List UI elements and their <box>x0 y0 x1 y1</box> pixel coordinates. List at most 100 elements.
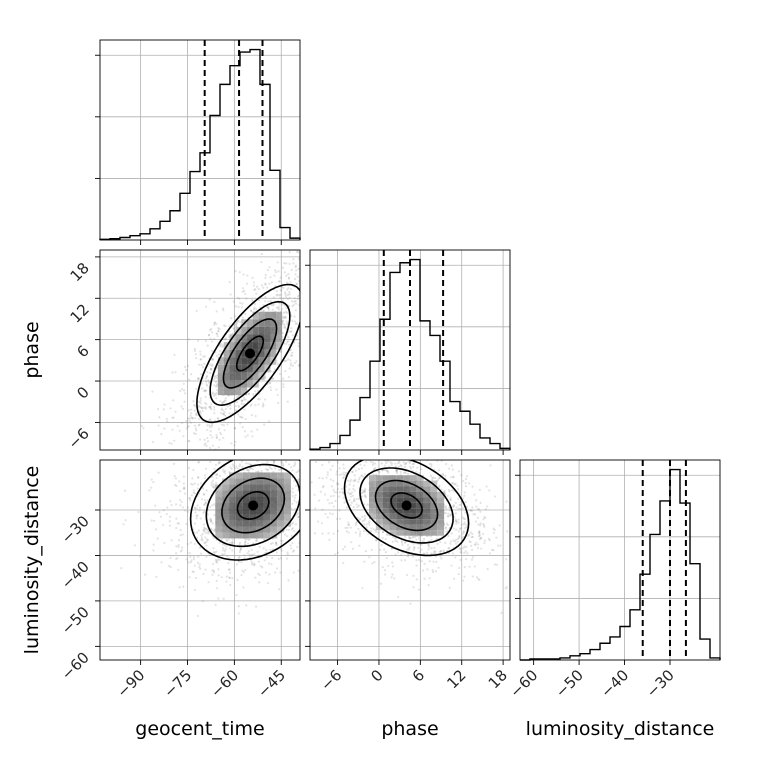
sample-point <box>142 427 145 430</box>
sample-point <box>255 292 258 295</box>
density-cell <box>217 357 224 365</box>
sample-point <box>205 374 209 378</box>
sample-point <box>395 469 398 472</box>
sample-point <box>258 545 261 549</box>
sample-point <box>334 499 337 503</box>
sample-point <box>244 543 247 546</box>
sample-point <box>296 545 299 549</box>
sample-point <box>189 421 193 424</box>
sample-point <box>307 533 309 535</box>
sample-point <box>248 467 252 470</box>
sample-point <box>285 327 288 330</box>
sample-point <box>462 531 465 534</box>
sample-point <box>350 491 354 494</box>
sample-point <box>257 287 260 290</box>
sample-point <box>445 522 449 525</box>
sample-point <box>303 308 305 310</box>
sample-point <box>264 571 268 574</box>
sample-point <box>270 281 274 284</box>
sample-point <box>280 542 283 545</box>
sample-point <box>181 506 185 509</box>
sample-point <box>195 517 198 520</box>
sample-point <box>345 530 348 533</box>
sample-point <box>386 534 389 537</box>
sample-point <box>453 540 456 543</box>
sample-point <box>199 452 201 454</box>
sample-point <box>297 456 299 458</box>
sample-point <box>412 535 416 538</box>
density-cell <box>430 497 438 503</box>
sample-point <box>172 452 174 454</box>
sample-point <box>337 482 340 486</box>
sample-point <box>269 388 273 392</box>
sample-point <box>198 410 202 413</box>
sample-point <box>350 501 353 504</box>
density-cell <box>263 508 271 515</box>
density-cell <box>229 490 236 497</box>
sample-point <box>449 540 452 543</box>
density-cell <box>252 364 259 373</box>
sample-point <box>201 409 204 413</box>
sample-point <box>406 555 410 558</box>
sample-point <box>459 527 462 530</box>
y-axis-label-phase: phase <box>21 321 43 378</box>
sample-point <box>222 409 225 412</box>
sample-point <box>251 317 254 320</box>
sample-point <box>363 519 366 522</box>
sample-point <box>264 283 267 286</box>
sample-point <box>364 460 368 463</box>
sample-point <box>390 463 393 466</box>
sample-point <box>412 545 416 549</box>
density-cell <box>223 349 230 358</box>
density-cell <box>215 508 223 515</box>
density-cell <box>382 524 390 531</box>
sample-point <box>357 478 361 481</box>
sample-point <box>222 549 225 552</box>
density-cell <box>241 372 248 380</box>
sample-point <box>401 543 404 546</box>
sample-point <box>383 569 387 572</box>
sample-point <box>199 397 202 400</box>
sample-point <box>204 501 207 504</box>
sample-point <box>202 355 205 358</box>
sample-point <box>458 547 461 550</box>
sample-point <box>210 368 213 371</box>
sample-point <box>471 535 474 539</box>
density-cell <box>241 334 248 343</box>
sample-point <box>338 473 341 476</box>
sample-point <box>452 505 455 508</box>
sample-point <box>212 483 215 486</box>
sample-point <box>199 412 202 415</box>
density-cell <box>264 311 271 320</box>
density-cell <box>403 519 410 525</box>
sample-point <box>221 307 225 310</box>
sample-point <box>344 472 348 475</box>
sample-point <box>328 454 330 456</box>
sample-point <box>172 399 175 402</box>
sample-point <box>287 358 290 361</box>
sample-point <box>442 474 445 477</box>
sample-point <box>287 579 290 582</box>
sample-point <box>203 503 206 506</box>
sample-point <box>225 538 228 541</box>
sample-point <box>305 521 307 523</box>
sample-point <box>454 542 458 545</box>
density-cell <box>416 513 424 520</box>
sample-point <box>448 489 451 492</box>
sample-point <box>439 555 442 558</box>
sample-point <box>199 358 203 361</box>
sample-point <box>439 550 442 553</box>
sample-point <box>429 455 431 457</box>
sample-point <box>204 527 207 531</box>
sample-point <box>185 558 188 561</box>
sample-point <box>377 531 380 534</box>
sample-point <box>311 455 313 457</box>
sample-point <box>447 512 450 515</box>
sample-point <box>287 528 291 532</box>
sample-point <box>222 412 225 416</box>
sample-point <box>330 485 334 488</box>
sample-point <box>191 417 194 420</box>
sample-point <box>401 457 403 459</box>
sample-point <box>301 308 303 310</box>
sample-point <box>211 358 214 361</box>
